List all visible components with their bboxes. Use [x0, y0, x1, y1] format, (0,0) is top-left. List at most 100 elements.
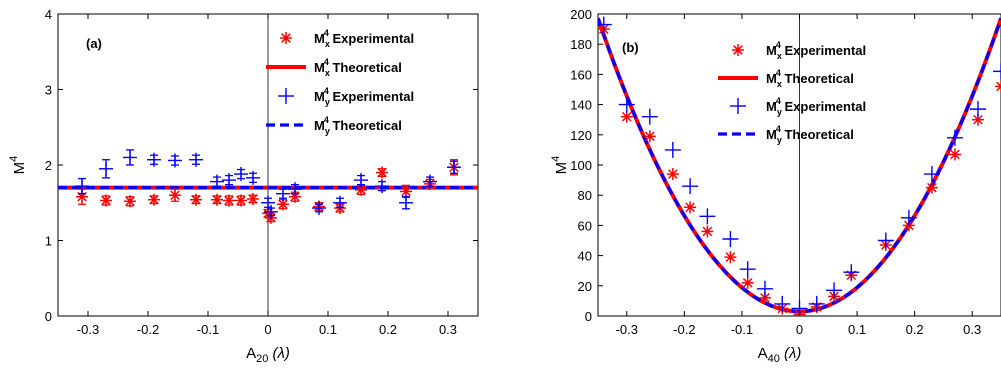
legend-symbol-plus	[278, 88, 294, 104]
x-tick-label: -0.3	[77, 322, 99, 337]
data-point-x	[211, 193, 223, 206]
data-point-x	[684, 201, 697, 214]
data-point-y	[246, 170, 260, 185]
data-point-y	[354, 173, 368, 188]
legend-entry-label: My4 Theoretical	[766, 124, 854, 145]
data-point-y	[288, 182, 302, 197]
x-tick-label: 0	[796, 322, 803, 337]
legend-entry-label: Mx4 Experimental	[766, 40, 866, 61]
asterisk-stroke	[973, 114, 983, 125]
data-point-y	[923, 166, 940, 183]
data-point-y	[664, 141, 681, 158]
data-point-y	[447, 160, 461, 175]
data-point-x	[620, 110, 633, 123]
data-point-y	[969, 101, 986, 118]
data-point-x	[643, 130, 656, 143]
y-tick-label: 40	[578, 249, 592, 264]
legend-entry-label: Mx4 Theoretical	[314, 57, 402, 78]
data-point-y	[123, 150, 137, 165]
data-point-y	[774, 295, 791, 312]
asterisk-stroke	[702, 226, 713, 237]
asterisk-stroke	[224, 195, 234, 206]
data-point-y	[739, 261, 756, 278]
data-point-y	[826, 282, 843, 299]
data-point-y	[993, 63, 1001, 80]
y-tick-label: 2	[45, 158, 52, 173]
asterisk-stroke	[356, 185, 366, 195]
data-point-y	[333, 195, 347, 210]
legend-symbol-asterisk	[280, 32, 292, 44]
y-axis-label: M4	[8, 156, 28, 175]
y-tick-label: 160	[570, 67, 592, 82]
asterisk-stroke	[950, 149, 960, 160]
asterisk-stroke	[281, 33, 291, 43]
asterisk-stroke	[668, 169, 678, 179]
data-point-x	[355, 183, 367, 196]
x-tick-label: 0.1	[848, 322, 866, 337]
asterisk-stroke	[621, 111, 632, 122]
data-point-x	[124, 195, 136, 208]
x-tick-label: 0.2	[379, 322, 397, 337]
data-point-x	[701, 225, 714, 238]
x-tick-label: 0.3	[439, 322, 457, 337]
data-point-y	[210, 174, 224, 189]
x-tick-label: -0.2	[137, 322, 159, 337]
data-point-x	[235, 194, 247, 207]
data-point-x	[995, 80, 1001, 93]
data-point-y	[147, 152, 161, 167]
y-tick-label: 1	[45, 234, 52, 249]
asterisk-stroke	[236, 195, 246, 206]
data-point-y	[312, 201, 326, 216]
asterisk-stroke	[996, 81, 1001, 88]
legend-entry-label: Mx4 Theoretical	[766, 68, 854, 89]
asterisk-stroke	[377, 167, 387, 178]
x-axis-label: A40 (λ)	[758, 345, 802, 365]
data-point-y	[375, 179, 389, 194]
data-point-x	[724, 251, 737, 264]
x-tick-label: 0.2	[906, 322, 924, 337]
asterisk-stroke	[278, 199, 288, 210]
x-tick-label: -0.1	[731, 322, 753, 337]
x-tick-label: 0	[264, 322, 271, 337]
data-point-y	[791, 300, 808, 316]
asterisk-stroke	[927, 182, 937, 193]
data-point-y	[722, 230, 739, 247]
y-tick-label: 120	[570, 128, 592, 143]
asterisk-stroke	[212, 194, 222, 205]
plot-marks	[598, 16, 1001, 316]
data-point-x	[223, 194, 235, 207]
asterisk-stroke	[149, 194, 159, 205]
y-axis-label: M4	[550, 156, 570, 175]
data-point-y	[234, 167, 248, 182]
data-point-x	[100, 194, 112, 207]
y-tick-label: 140	[570, 98, 592, 113]
panel-label: (a)	[86, 36, 102, 51]
asterisk-stroke	[685, 202, 695, 213]
asterisk-stroke	[248, 194, 258, 204]
asterisk-stroke	[125, 196, 135, 207]
legend: Mx4 Experimental Mx4 Theoretical My4 Exper…	[718, 40, 866, 145]
data-point-x	[400, 185, 412, 198]
data-point-y	[168, 153, 182, 168]
asterisk-stroke	[760, 293, 770, 303]
asterisk-stroke	[733, 45, 743, 55]
asterisk-stroke	[725, 252, 736, 262]
x-tick-label: -0.1	[197, 322, 219, 337]
data-point-y	[808, 295, 825, 312]
asterisk-stroke	[996, 85, 1001, 92]
data-point-y	[189, 152, 203, 167]
x-tick-label: 0.3	[963, 322, 981, 337]
y-tick-label: 180	[570, 37, 592, 52]
data-point-y	[264, 204, 278, 219]
data-point-y	[75, 179, 89, 194]
y-tick-label: 200	[570, 7, 592, 22]
data-point-x	[666, 168, 679, 181]
legend-entry-label: My4 Experimental	[766, 96, 866, 117]
data-point-y	[99, 161, 113, 176]
legend-symbol-asterisk	[732, 44, 744, 56]
data-point-y	[699, 208, 716, 225]
asterisk-stroke	[101, 195, 111, 206]
data-point-y	[843, 264, 860, 281]
data-point-y	[756, 280, 773, 297]
